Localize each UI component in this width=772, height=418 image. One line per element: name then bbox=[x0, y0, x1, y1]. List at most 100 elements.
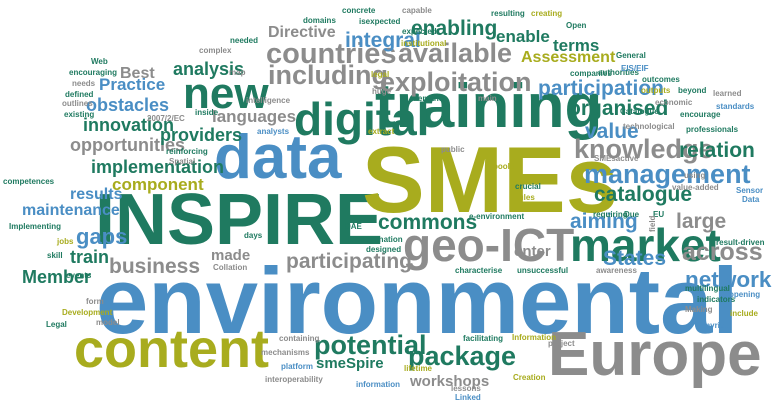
word-inspire: INSPIRE bbox=[95, 180, 384, 260]
word-encouraging: encouraging bbox=[69, 68, 118, 77]
word-opening: opening bbox=[729, 290, 761, 299]
word-enabling: enabling bbox=[411, 17, 498, 40]
word-institutional: institutional bbox=[401, 39, 447, 48]
word-outputs: outputs bbox=[641, 86, 671, 95]
word-inside: inside bbox=[195, 108, 219, 117]
word-new: new bbox=[183, 69, 269, 118]
word-unsuccessful: unsuccessful bbox=[517, 266, 569, 275]
word-knowledge: knowledge bbox=[574, 134, 714, 164]
word-data: data bbox=[214, 123, 342, 192]
word-market: market bbox=[570, 219, 721, 271]
word-practice: Practice bbox=[99, 75, 166, 94]
word-implementing: Implementing bbox=[9, 222, 62, 231]
word-creating: creating bbox=[531, 9, 563, 18]
word-smespire: smeSpire bbox=[316, 355, 384, 372]
word-public: public bbox=[441, 145, 465, 154]
word-participating: participating bbox=[286, 250, 413, 273]
word-content: content bbox=[74, 319, 269, 379]
word-needed: needed bbox=[230, 36, 259, 45]
word-2007-2-ec: 2007/2/EC bbox=[147, 114, 185, 123]
word-implementation: implementation bbox=[91, 157, 225, 177]
word-aiming: aiming bbox=[570, 210, 638, 233]
word-catalogue: Catalogue bbox=[620, 107, 659, 116]
word-innovation: innovation bbox=[83, 115, 174, 135]
word-maintenance: maintenance bbox=[22, 202, 120, 219]
word-map: map bbox=[229, 68, 246, 77]
word-eis-eif: EIS/EIF bbox=[621, 64, 649, 73]
word-large: large bbox=[676, 210, 727, 233]
word-data: Data bbox=[742, 195, 760, 204]
word-commons: commons bbox=[378, 211, 478, 234]
word-professionals: professionals bbox=[686, 125, 739, 134]
word-terms: terms bbox=[553, 36, 600, 55]
word-characterise: characterise bbox=[455, 266, 503, 275]
word-europe: Europe bbox=[548, 320, 762, 389]
word-rules: Rules bbox=[513, 193, 535, 202]
word-designed: designed bbox=[366, 245, 402, 254]
word-smes: SMEs bbox=[362, 127, 618, 232]
word-e-environment: e-environment bbox=[469, 212, 525, 221]
word-outlines: outlines bbox=[62, 99, 93, 108]
word-encourage: encourage bbox=[680, 110, 721, 119]
word-spatial: Spatial bbox=[169, 157, 196, 166]
word-complex: complex bbox=[199, 46, 232, 55]
word-countries: countries bbox=[266, 38, 397, 70]
word-competences: competences bbox=[3, 177, 55, 186]
word-geo-ict: geo-ICT bbox=[403, 219, 575, 271]
word-assessment: Assessment bbox=[521, 49, 616, 66]
word-indicators: indicators bbox=[697, 295, 736, 304]
word-myriad: myriad bbox=[703, 321, 730, 330]
word-capable: capable bbox=[402, 6, 432, 15]
word-skill: skill bbox=[47, 251, 63, 260]
word-standards: standards bbox=[716, 102, 755, 111]
word-reinforcing: reinforcing bbox=[166, 147, 208, 156]
word-general: General bbox=[616, 51, 646, 60]
word-include: include bbox=[730, 309, 759, 318]
word-intelligence: intelligence bbox=[246, 96, 291, 105]
word-analysis: analysis bbox=[173, 59, 245, 79]
word-business: business bbox=[109, 255, 201, 278]
word-enable: enable bbox=[496, 27, 550, 46]
word-learned: learned bbox=[713, 89, 742, 98]
word-available: available bbox=[398, 38, 513, 68]
word-potential: potential bbox=[314, 330, 427, 360]
word-legal: Legal bbox=[46, 320, 67, 329]
word-events: events bbox=[66, 271, 92, 280]
word-dae: DAE bbox=[345, 222, 362, 231]
word-made: made bbox=[211, 247, 251, 264]
word-concrete: concrete bbox=[342, 6, 376, 15]
word-organised: organised bbox=[568, 97, 669, 120]
word-dissemination: Dissemination bbox=[348, 235, 403, 244]
word-pools: pools bbox=[493, 162, 515, 171]
word-mechanisms: mechanisms bbox=[261, 348, 310, 357]
word-containing: containing bbox=[279, 334, 320, 343]
word-form: form bbox=[86, 297, 104, 306]
word-member: Member bbox=[22, 267, 92, 287]
word-huge: huge bbox=[372, 87, 392, 96]
word-catalogue: catalogue bbox=[594, 183, 693, 206]
word-information: Information bbox=[512, 333, 556, 342]
word-main: main bbox=[478, 94, 497, 103]
word-analysts: analysts bbox=[257, 127, 290, 136]
word-due: Due bbox=[624, 210, 640, 219]
word-across: across bbox=[682, 238, 763, 266]
word-jobs: jobs bbox=[57, 237, 74, 246]
word-platform: platform bbox=[281, 362, 313, 371]
word-demand: demand bbox=[413, 94, 444, 103]
word-train: train bbox=[70, 247, 110, 267]
word-states: States bbox=[603, 247, 667, 270]
word-providers: providers bbox=[160, 125, 243, 145]
word-result-driven: result-driven bbox=[716, 238, 765, 247]
word-authorities: authorities bbox=[598, 68, 639, 77]
word-technological: technological bbox=[623, 122, 675, 131]
word-open: Open bbox=[566, 21, 587, 30]
word-collation: Collation bbox=[213, 263, 248, 272]
word-digital: digital bbox=[294, 93, 430, 145]
word-workshops: workshops bbox=[410, 373, 490, 390]
word-lessons: lessons bbox=[451, 384, 481, 393]
word-lifetime: lifetime bbox=[404, 364, 433, 373]
word-participation: participation bbox=[538, 77, 665, 100]
word-exploitation: exploitation bbox=[380, 67, 532, 97]
word-including: including bbox=[268, 60, 388, 90]
